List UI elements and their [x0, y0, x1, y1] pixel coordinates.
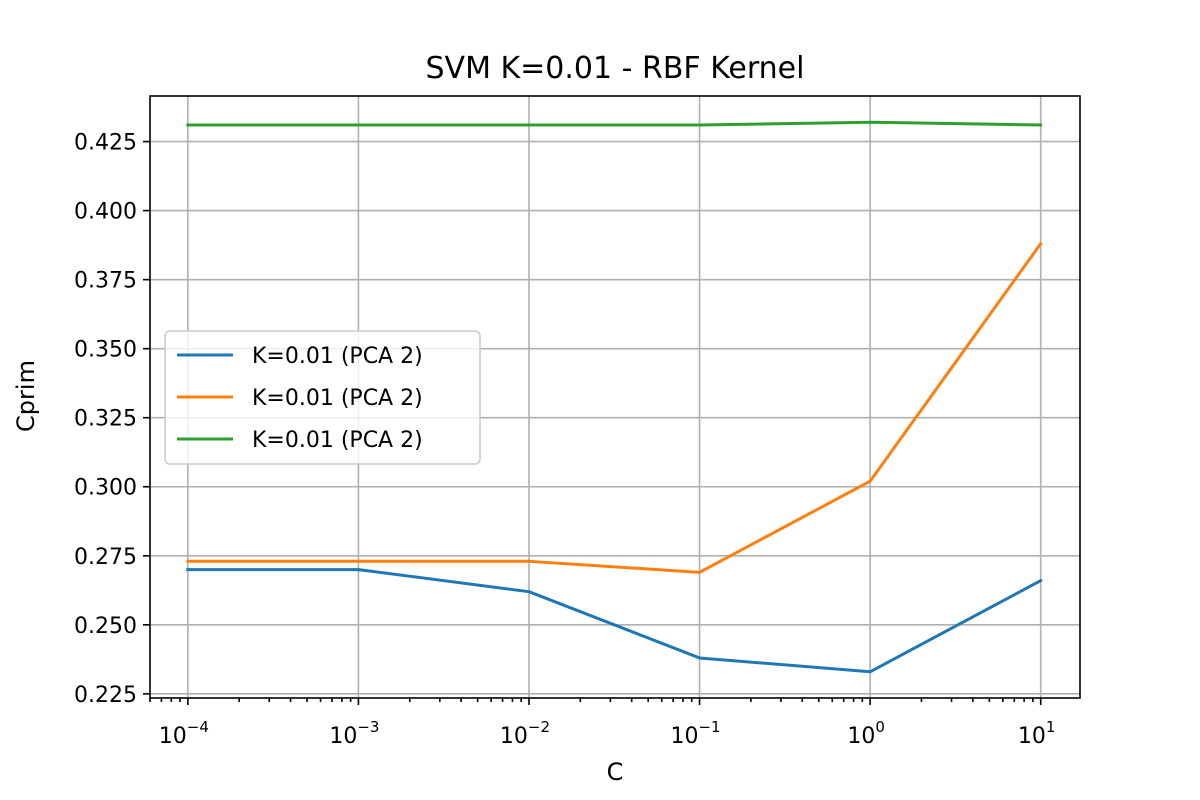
x-axis-label: C	[607, 758, 624, 786]
y-tick-label: 0.325	[74, 407, 137, 432]
x-tick-label: 10−4	[159, 718, 209, 749]
y-axis-ticks: 0.225 0.250 0.275 0.300 0.325 0.350 0.375 0.400…	[74, 131, 150, 708]
series-lines	[186, 120, 1043, 674]
legend-label: K=0.01 (PCA 2)	[252, 428, 423, 453]
x-tick-label: 10−2	[500, 718, 550, 749]
y-tick-label: 0.350	[74, 338, 137, 363]
x-tick-label: 10−1	[670, 718, 720, 749]
y-tick-label: 0.250	[74, 614, 137, 639]
y-tick-label: 0.425	[74, 131, 137, 156]
y-tick-label: 0.400	[74, 200, 137, 225]
y-tick-label: 0.300	[74, 476, 137, 501]
legend-label: K=0.01 (PCA 2)	[252, 344, 423, 369]
y-tick-label: 0.225	[74, 683, 137, 708]
legend-label: K=0.01 (PCA 2)	[252, 386, 423, 411]
y-axis-label: Cprim	[12, 360, 40, 432]
series-line-1	[186, 568, 1043, 674]
legend: K=0.01 (PCA 2) K=0.01 (PCA 2) K=0.01 (PCA …	[164, 330, 481, 465]
x-tick-label: 101	[1018, 718, 1056, 749]
series-line-3	[186, 120, 1043, 127]
x-tick-label: 10−3	[329, 718, 379, 749]
x-axis-ticks: 10−4 10−3 10−2 10−1 100 101	[149, 698, 1056, 749]
chart-title: SVM K=0.01 - RBF Kernel	[426, 51, 805, 86]
series-line-2	[186, 241, 1043, 574]
y-tick-label: 0.275	[74, 545, 137, 570]
y-tick-label: 0.375	[74, 269, 137, 294]
x-tick-label: 100	[847, 718, 885, 749]
legend-box	[164, 330, 481, 465]
plot-frame	[149, 95, 1081, 699]
